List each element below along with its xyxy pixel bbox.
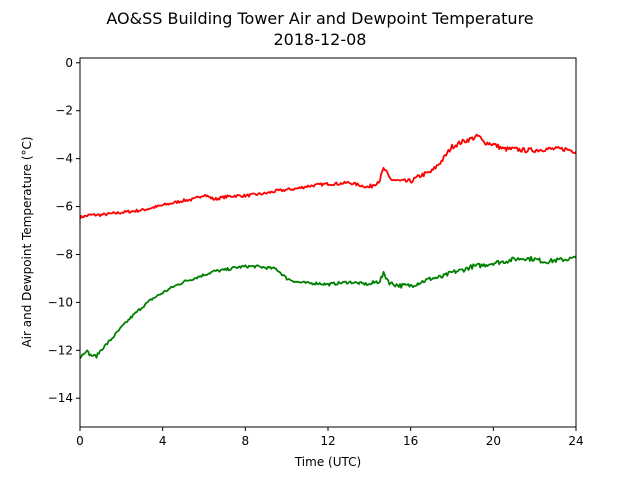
y-axis: 0 −2 −4 −6 −8 −10 −12 −14	[48, 56, 80, 405]
y-tick-label: 0	[65, 56, 73, 70]
y-tick-label: −4	[55, 152, 73, 166]
chart-title: AO&SS Building Tower Air and Dewpoint Te…	[106, 9, 533, 28]
y-tick-label: −12	[48, 343, 73, 357]
x-tick-label: 16	[403, 434, 418, 448]
y-axis-label: Air and Dewpoint Temperature (°C)	[20, 136, 34, 347]
x-tick-label: 24	[568, 434, 583, 448]
y-tick-label: −2	[55, 104, 73, 118]
y-tick-label: −14	[48, 391, 73, 405]
x-tick-label: 20	[486, 434, 501, 448]
plot-frame	[79, 57, 577, 428]
x-tick-label: 0	[76, 434, 84, 448]
y-tick-label: −10	[48, 295, 73, 309]
series-line-0	[79, 133, 577, 220]
chart-subtitle: 2018-12-08	[274, 30, 367, 49]
plot-lines	[79, 133, 577, 359]
x-tick-label: 8	[242, 434, 250, 448]
x-tick-label: 12	[320, 434, 335, 448]
y-tick-label: −8	[55, 247, 73, 261]
x-axis: 0 4 8 12 16 20 24	[76, 427, 584, 448]
y-tick-label: −6	[55, 200, 73, 214]
x-tick-label: 4	[159, 434, 167, 448]
x-axis-label: Time (UTC)	[294, 455, 361, 469]
series-line-1	[79, 255, 577, 359]
